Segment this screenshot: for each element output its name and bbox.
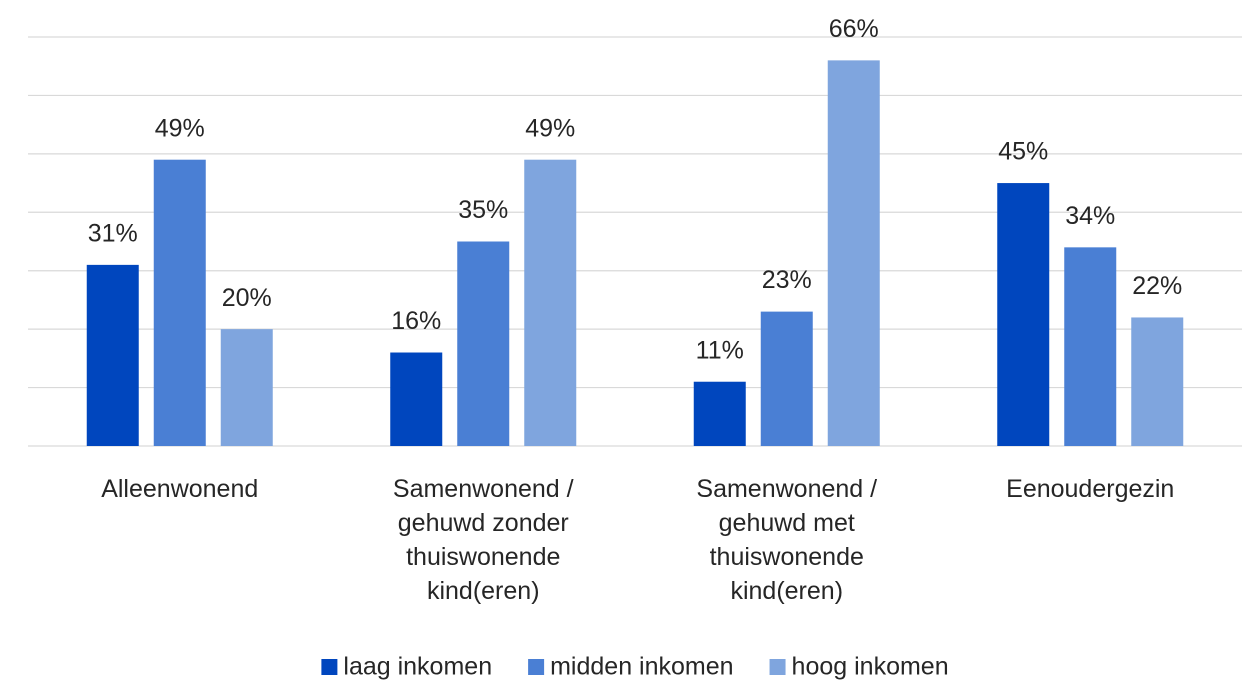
bar: [693, 381, 746, 446]
legend-swatch: [528, 659, 545, 675]
bar: [997, 183, 1050, 447]
value-label: 23%: [762, 266, 812, 294]
value-label: 49%: [525, 114, 575, 142]
value-label: 45%: [998, 138, 1048, 166]
bar: [220, 329, 273, 446]
x-tick-label: Samenwonend / gehuwd met thuiswonende kind(…: [696, 475, 877, 605]
value-label: 11%: [696, 336, 744, 364]
legend-swatch: [321, 659, 338, 675]
legend-swatch: [769, 659, 786, 675]
value-label: 22%: [1132, 272, 1182, 300]
value-label: 66%: [829, 15, 879, 43]
x-tick-label: Eenoudergezin: [1006, 475, 1174, 503]
bar: [1064, 247, 1117, 446]
legend: laag inkomen midden inkomen hoog inkomen: [321, 653, 949, 681]
x-tick-label: Alleenwonend: [101, 475, 258, 503]
bar: [1131, 317, 1184, 446]
bar: [153, 159, 206, 446]
value-label: 31%: [88, 219, 138, 247]
value-label: 16%: [391, 307, 441, 335]
legend-label: hoog inkomen: [792, 653, 949, 681]
legend-label: midden inkomen: [550, 653, 733, 681]
bar: [390, 352, 443, 446]
bar: [760, 311, 813, 446]
legend-label: laag inkomen: [343, 653, 492, 681]
value-label: 34%: [1065, 202, 1115, 230]
bar: [457, 241, 510, 446]
bar: [524, 159, 577, 446]
x-tick-label: Samenwonend / gehuwd zonder thuiswonende ki…: [393, 475, 574, 605]
value-label: 35%: [458, 196, 508, 224]
value-label: 49%: [155, 114, 205, 142]
value-label: 20%: [222, 284, 272, 312]
bar: [86, 264, 139, 446]
bar: [827, 60, 880, 446]
